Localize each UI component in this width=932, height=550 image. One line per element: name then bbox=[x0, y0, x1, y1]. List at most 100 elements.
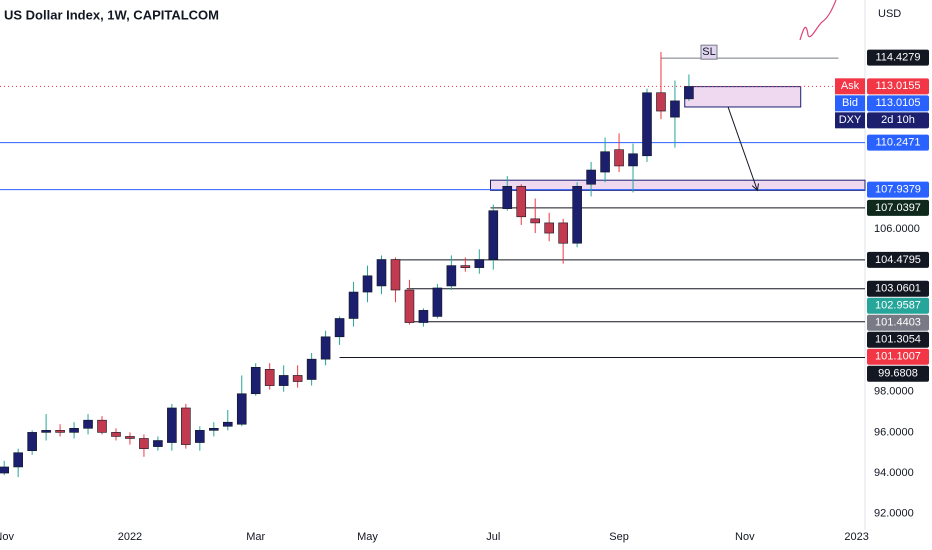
price-tag: 110.2471 bbox=[867, 134, 929, 151]
price-tag-value: 113.0105 bbox=[875, 97, 920, 109]
arrow bbox=[727, 106, 758, 191]
price-tag-value: 101.1007 bbox=[875, 351, 921, 363]
zone bbox=[489, 179, 866, 191]
candle-body bbox=[13, 452, 23, 468]
candle-body bbox=[222, 421, 233, 427]
x-tick-label: May bbox=[357, 531, 378, 543]
price-tag-value: 101.3054 bbox=[875, 334, 921, 346]
candle-body bbox=[41, 430, 51, 433]
doodle bbox=[799, 0, 837, 41]
sl-box bbox=[700, 44, 718, 60]
price-tag: 114.4279 bbox=[867, 49, 929, 66]
price-tag-name: DXY bbox=[839, 114, 862, 126]
candle-body bbox=[139, 438, 149, 449]
price-tag-value: 99.6808 bbox=[878, 368, 918, 380]
candle-body bbox=[488, 210, 499, 260]
candle-body bbox=[55, 430, 65, 433]
candle-body bbox=[600, 151, 610, 173]
candle-body bbox=[586, 169, 596, 185]
axis-unit: USD bbox=[878, 8, 901, 20]
price-tag-value: 103.0601 bbox=[875, 283, 921, 295]
candle-body bbox=[614, 149, 624, 167]
price-tag-box bbox=[867, 199, 929, 216]
candle-body bbox=[558, 222, 568, 244]
x-tick-label: Jul bbox=[486, 531, 500, 543]
price-tag: Bid 113.0105 bbox=[835, 95, 929, 112]
zone bbox=[684, 86, 802, 108]
x-tick-label: 2022 bbox=[118, 531, 142, 543]
candle-body bbox=[167, 407, 177, 443]
price-tag-value: 102.9587 bbox=[875, 300, 921, 312]
candle-body bbox=[320, 336, 331, 360]
y-tick-label: 92.0000 bbox=[874, 508, 914, 520]
candle-body bbox=[530, 218, 541, 224]
candle-body bbox=[670, 100, 680, 118]
y-tick-label: 106.0000 bbox=[874, 223, 920, 235]
x-tick-label: 2023 bbox=[844, 531, 868, 543]
price-tag-name: Bid bbox=[842, 97, 858, 109]
y-tick-label: 98.0000 bbox=[874, 386, 914, 398]
candle-body bbox=[306, 358, 317, 380]
candle-body bbox=[209, 428, 219, 431]
price-tag-box bbox=[867, 112, 929, 129]
y-tick-label: 96.0000 bbox=[874, 426, 914, 438]
price-tag-value: 110.2471 bbox=[875, 137, 920, 149]
candle-body bbox=[628, 153, 638, 167]
price-tag: 101.3054 bbox=[867, 331, 929, 348]
price-tag: 101.4403 bbox=[867, 314, 929, 331]
candle-body bbox=[376, 259, 387, 287]
price-tag-value: 107.9379 bbox=[875, 183, 921, 195]
price-tag-name-box bbox=[835, 78, 865, 95]
candle-body bbox=[278, 375, 289, 386]
price-tag-box bbox=[867, 280, 929, 297]
candle-body bbox=[656, 92, 666, 112]
candle-body bbox=[348, 291, 359, 319]
price-tag-name-box bbox=[835, 112, 865, 129]
candle-body bbox=[362, 275, 373, 293]
candle-body bbox=[69, 428, 79, 433]
price-tag: 102.9587 bbox=[867, 297, 929, 314]
price-tag-name-box bbox=[835, 95, 865, 112]
price-tag: 107.0397 bbox=[867, 199, 929, 216]
candle-body bbox=[334, 318, 345, 338]
candle-body bbox=[125, 436, 135, 439]
candle-body bbox=[642, 92, 652, 157]
candle-body bbox=[684, 86, 694, 100]
price-tag-value: 107.0397 bbox=[875, 202, 921, 214]
x-tick-label: Nov bbox=[0, 531, 14, 543]
price-tag-box bbox=[867, 297, 929, 314]
candle-body bbox=[236, 393, 247, 425]
price-tag-value: 114.4279 bbox=[875, 52, 920, 64]
chart-title: US Dollar Index, 1W, CAPITALCOM bbox=[4, 7, 219, 22]
candle-body bbox=[153, 440, 163, 447]
candle-body bbox=[181, 407, 191, 445]
x-tick-label: Sep bbox=[609, 531, 629, 543]
x-tick-label: Nov bbox=[735, 531, 755, 543]
candle-body bbox=[250, 366, 261, 395]
price-tag: DXY 2d 10h bbox=[835, 112, 929, 129]
candle-body bbox=[390, 259, 401, 291]
sl-label: SL bbox=[702, 46, 715, 58]
candle-body bbox=[460, 265, 471, 268]
candle-body bbox=[432, 287, 443, 317]
price-tag-box bbox=[867, 331, 929, 348]
candle-body bbox=[83, 419, 93, 429]
candle-body bbox=[572, 185, 582, 244]
price-tag-box bbox=[867, 78, 929, 95]
candle-body bbox=[446, 265, 457, 287]
y-tick-label: 94.0000 bbox=[874, 467, 914, 479]
price-tag-box bbox=[867, 251, 929, 268]
price-tag: 103.0601 bbox=[867, 280, 929, 297]
candle-body bbox=[27, 432, 37, 451]
candle-body bbox=[195, 430, 205, 443]
price-tag: 99.6808 bbox=[867, 365, 929, 382]
price-tag: 104.4795 bbox=[867, 251, 929, 268]
price-tag: 107.9379 bbox=[867, 181, 929, 198]
x-tick-label: Mar bbox=[246, 531, 265, 543]
price-tag-box bbox=[867, 314, 929, 331]
candle-body bbox=[111, 432, 121, 437]
candle-body bbox=[544, 222, 554, 234]
price-tag-box bbox=[867, 49, 929, 66]
